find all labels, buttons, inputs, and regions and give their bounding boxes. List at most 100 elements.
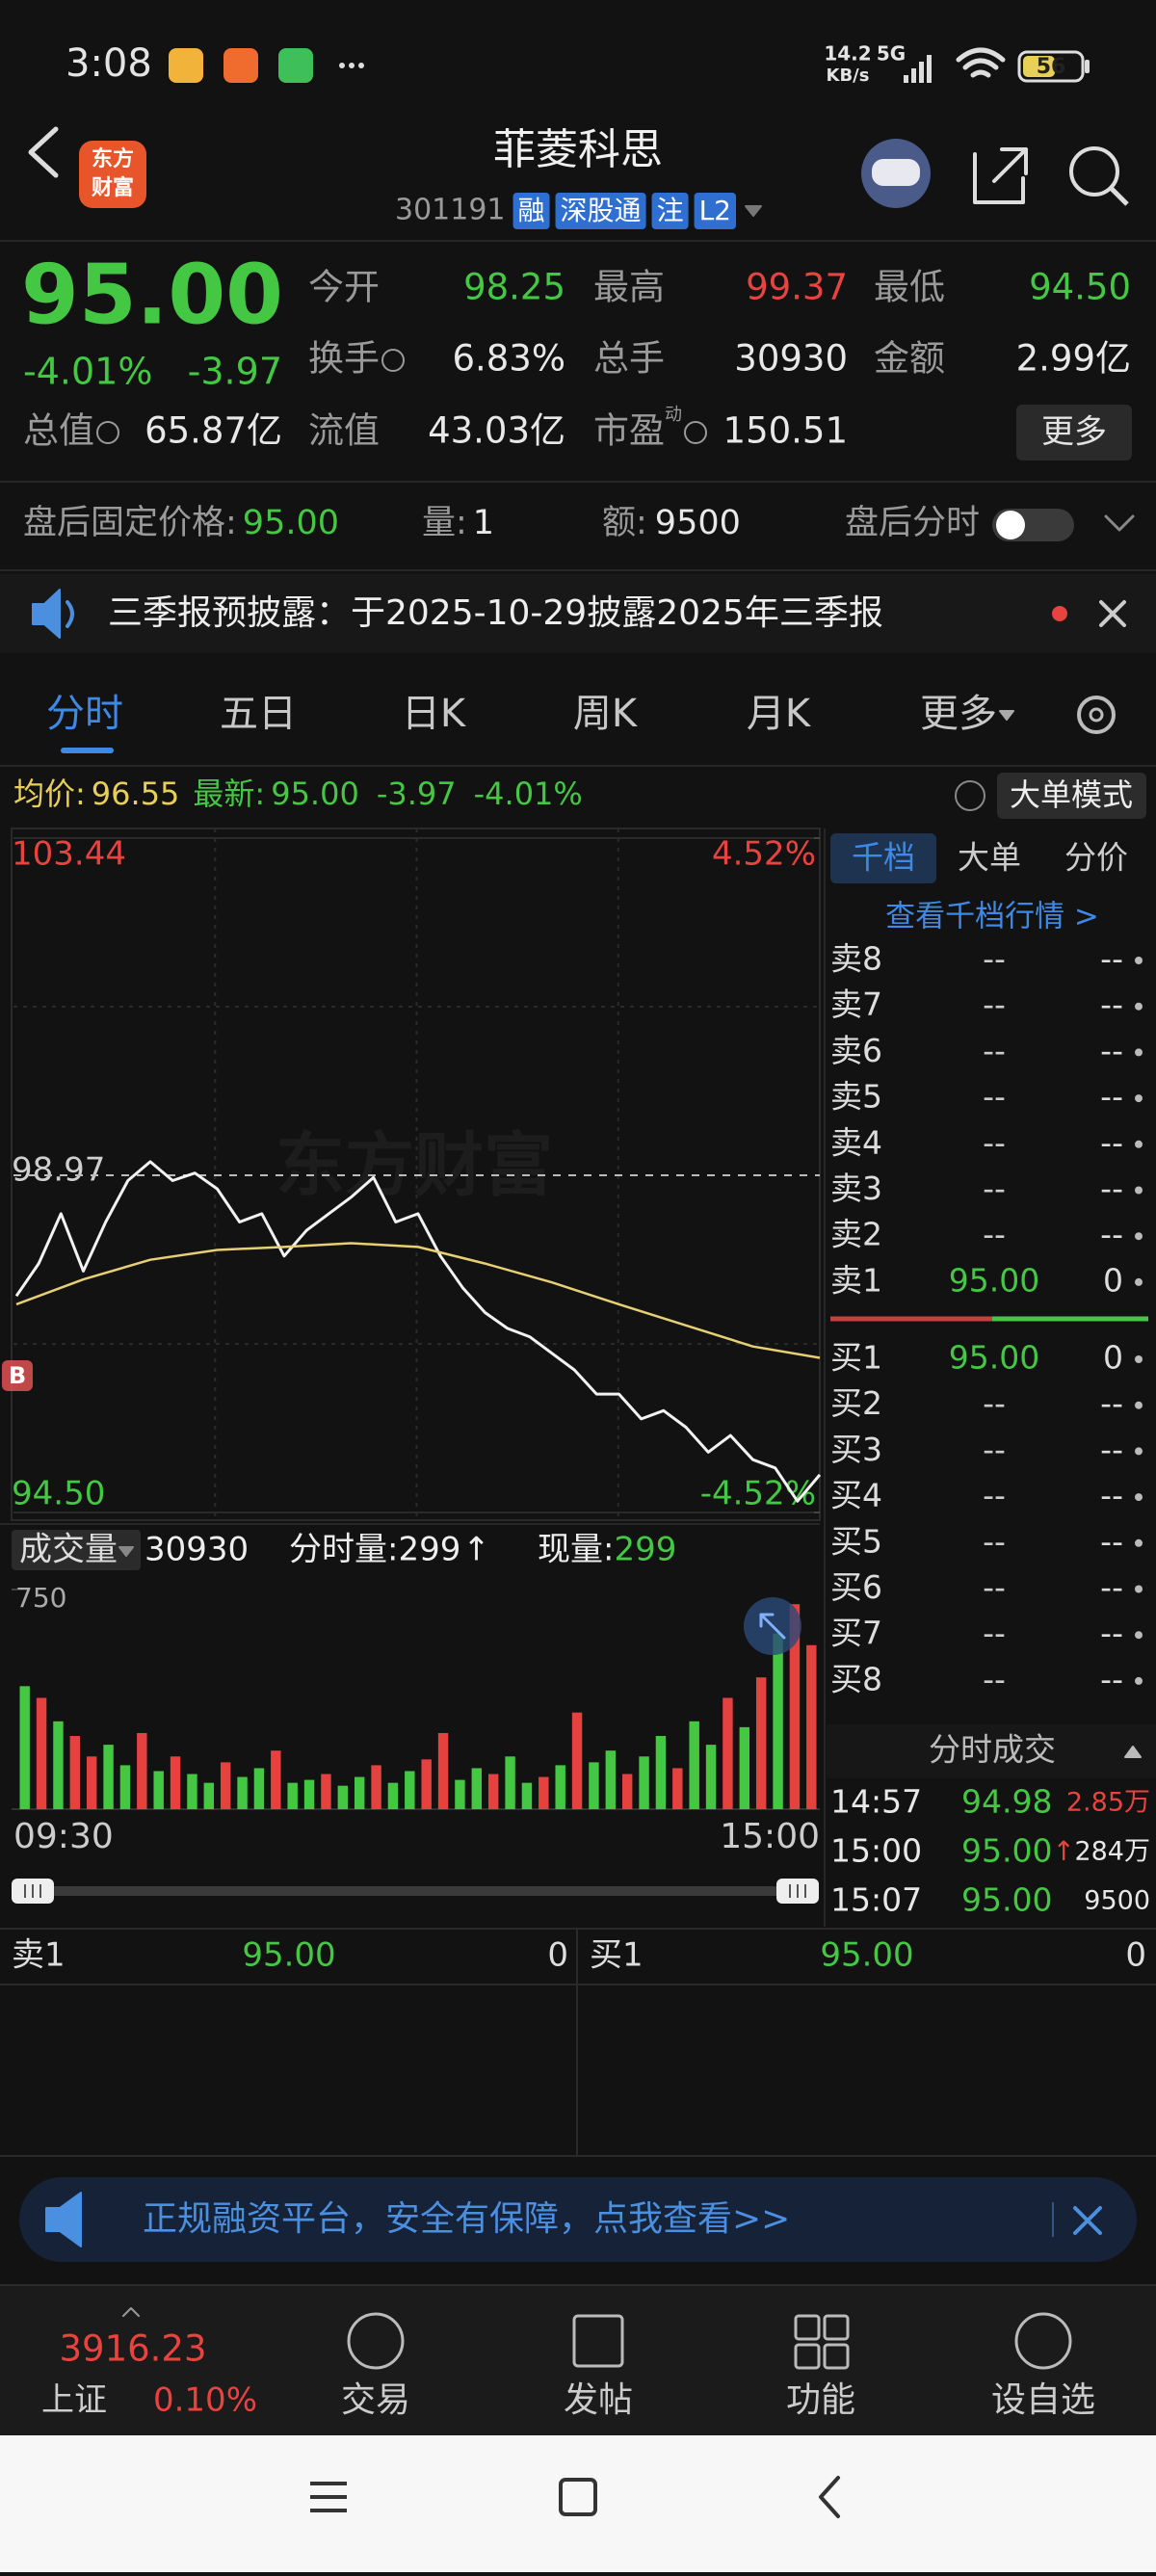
volume-period-arrow: ↑	[462, 1531, 490, 1569]
system-back-button[interactable]	[819, 2476, 840, 2518]
nav-item[interactable]: 发帖	[564, 2380, 633, 2420]
signal-bar	[911, 68, 916, 83]
stock-tag	[512, 193, 550, 229]
after-hours-toggle-label: 盘后分时	[845, 504, 980, 542]
level1-buy-volume: 0	[1125, 1936, 1146, 1975]
chart-tab[interactable]: 月K	[747, 692, 812, 736]
stock-tag	[555, 193, 646, 229]
range-track	[13, 1886, 819, 1896]
mode-button-text[interactable]: 大单模式	[1010, 776, 1133, 813]
book-level-label: 卖7	[830, 986, 882, 1023]
expand-arrows	[759, 1613, 786, 1640]
stat-label: 今开	[308, 267, 380, 308]
book-level-dot	[1135, 1401, 1143, 1409]
volume-bar	[437, 1732, 449, 1809]
volume-bar	[739, 1726, 750, 1809]
x-tick-label: 09:30	[13, 1817, 114, 1856]
volume-selector[interactable]	[12, 1530, 141, 1570]
book-level-dot	[1135, 1676, 1143, 1685]
chart-tab[interactable]: 更多	[920, 692, 997, 736]
level1-sell-price: 95.00	[242, 1936, 335, 1975]
bottom-nav	[0, 2285, 1156, 2435]
volume-bar	[539, 1776, 549, 1809]
back-button[interactable]	[28, 126, 59, 178]
search-handle	[1109, 186, 1129, 206]
banner-speaker	[45, 2192, 82, 2247]
chart-tab[interactable]: 五日	[220, 692, 297, 736]
book-level-price: --	[983, 1216, 1006, 1253]
chart-tab[interactable]: 日K	[402, 692, 467, 736]
book-level-dot	[1135, 1538, 1143, 1547]
info-icon[interactable]	[381, 349, 405, 372]
settings-button[interactable]	[1077, 696, 1116, 734]
expand-chevron[interactable]	[1104, 514, 1135, 532]
after-hours-volume-label: 量:	[422, 504, 467, 542]
volume-bar	[287, 1782, 298, 1809]
trade-price: 95.00	[961, 1832, 1052, 1870]
stat-value: 2.99亿	[1016, 338, 1131, 380]
search-button[interactable]	[1069, 146, 1119, 197]
volume-bar	[655, 1736, 667, 1809]
notice-close[interactable]	[1099, 600, 1126, 627]
volume-bar	[672, 1768, 683, 1809]
banner-text[interactable]: 正规融资平台，安全有保障，点我查看>>	[143, 2199, 790, 2239]
info-avg: 96.55	[92, 775, 180, 812]
book-tab[interactable]: 分价	[1064, 839, 1128, 877]
book-level-label: 卖2	[830, 1216, 882, 1253]
y-tick-label: 103.44	[12, 835, 126, 874]
book-level-price: --	[983, 1522, 1006, 1560]
promo-banner[interactable]	[19, 2177, 1137, 2262]
volume-bar	[555, 1765, 565, 1809]
volume-bar	[153, 1771, 164, 1809]
stat-value: 99.37	[746, 267, 848, 308]
volume-bar	[371, 1765, 381, 1809]
book-level-label: 卖4	[830, 1123, 882, 1161]
stat-value: 94.50	[1029, 267, 1131, 308]
chart-tab[interactable]: 周K	[573, 692, 639, 736]
change-percent: -4.01%	[23, 351, 152, 393]
book-level-dot	[1135, 1186, 1143, 1195]
settings-inner	[1089, 707, 1104, 723]
book-tab[interactable]: 大单	[958, 839, 1021, 877]
share-button[interactable]	[973, 147, 1028, 204]
stock-tag	[651, 193, 689, 229]
mode-button[interactable]	[997, 773, 1146, 819]
stat-label: 总手	[593, 338, 665, 380]
book-tab[interactable]: 千档	[852, 839, 915, 877]
book-level-dot	[1135, 1355, 1143, 1363]
nav-item[interactable]: 设自选	[991, 2380, 1095, 2420]
level1-sell-volume: 0	[547, 1936, 568, 1975]
index-change: 0.10%	[153, 2381, 257, 2420]
info-icon[interactable]	[684, 421, 707, 444]
help-icon[interactable]	[955, 780, 985, 811]
book-level-volume: --	[1100, 1032, 1123, 1069]
more-button[interactable]	[1016, 405, 1132, 460]
volume-bar	[571, 1712, 583, 1809]
book-link[interactable]: 查看千档行情 >	[885, 900, 1099, 934]
index-name: 上证	[41, 2381, 107, 2420]
stock-code: 301191	[395, 194, 506, 227]
volume-bar	[387, 1782, 399, 1809]
stat-value: 98.25	[463, 267, 565, 308]
book-level-dot	[1135, 1140, 1143, 1148]
index-value[interactable]: 3916.23	[59, 2328, 206, 2370]
y2-tick-label: -4.52%	[700, 1475, 816, 1513]
trade-price: 95.00	[961, 1881, 1052, 1919]
info-icon[interactable]	[96, 421, 119, 444]
info-change: -3.97	[377, 775, 457, 812]
chart-tab[interactable]: 分时	[46, 692, 123, 736]
banner-close[interactable]	[1073, 2206, 1102, 2235]
volume-bar	[789, 1604, 801, 1809]
network-type: 5G	[877, 42, 906, 66]
more-button-text[interactable]: 更多	[1041, 413, 1107, 452]
volume-bar	[354, 1776, 365, 1809]
after-hours-price: 95.00	[243, 504, 339, 542]
average-price-line	[15, 1242, 821, 1359]
nav-item[interactable]: 功能	[786, 2380, 855, 2420]
volume-bar	[187, 1774, 197, 1809]
nav-item[interactable]: 交易	[341, 2380, 410, 2420]
book-level-label: 买2	[830, 1384, 882, 1422]
system-home-button[interactable]	[559, 2478, 597, 2516]
volume-bar	[86, 1756, 97, 1809]
book-level-volume: --	[1100, 1615, 1123, 1652]
